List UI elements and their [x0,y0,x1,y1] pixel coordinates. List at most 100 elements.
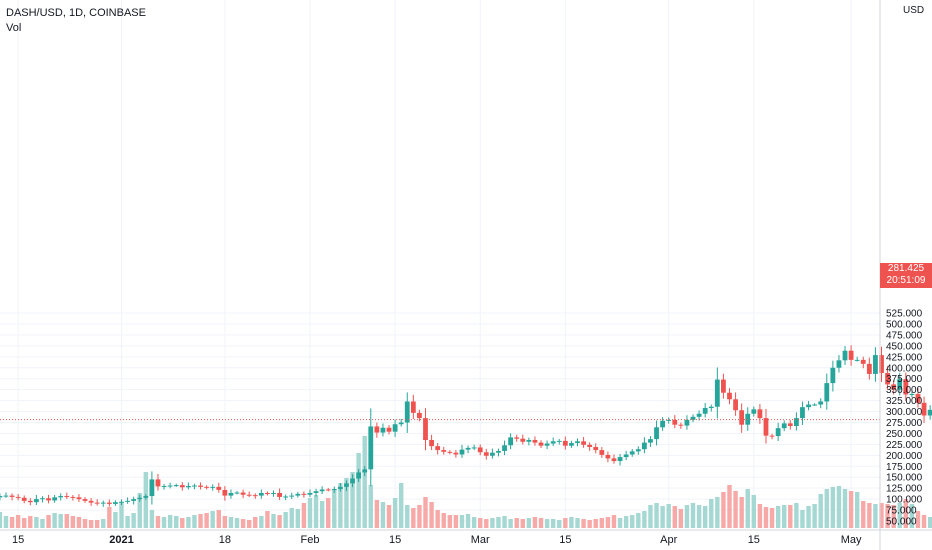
volume-bar [569,517,574,528]
volume-bar [666,504,671,528]
candle [921,402,927,416]
price-tick-label: 325.000 [886,396,923,407]
candle [593,447,599,451]
price-tick-label: 75.000 [886,506,917,517]
candle [307,492,313,495]
candle [198,485,203,487]
candle [897,379,903,390]
volume-bar [465,514,471,528]
candle [550,441,556,444]
volume-bar [350,472,355,528]
volume-bar [648,505,653,528]
volume-bar [386,505,392,528]
volume-bar [782,505,787,528]
volume-bar [101,519,106,528]
candle [587,444,593,448]
candle [666,419,672,421]
candle [763,418,769,436]
candle [532,440,538,443]
volume-bar [380,502,386,528]
time-tick-label: 18 [219,534,231,546]
candle [435,446,441,451]
volume-bar [630,515,635,528]
volume-bar [149,510,155,528]
candle [800,407,805,419]
symbol-title[interactable]: DASH/USD, 1D, COINBASE [6,7,146,19]
price-tick-label: 200.000 [886,451,923,462]
volume-bar [757,504,763,528]
candle [508,437,514,446]
price-tick-label: 375.000 [886,374,923,385]
candle [368,426,374,470]
candle [100,502,106,504]
candle [131,499,137,501]
volume-bar [295,509,301,528]
volume-bar [520,519,525,528]
volume-bar [82,519,88,528]
volume-bar [617,518,623,528]
volume-bar [332,489,337,528]
volume-bar [915,511,921,528]
candle [252,495,258,497]
candle [155,479,161,487]
volume-bar [806,506,811,528]
volume-bar [745,489,750,528]
candle [58,496,64,498]
candle [404,401,410,423]
candle [234,492,240,494]
volume-bar [514,518,519,528]
candle [885,373,890,385]
candle [319,489,325,492]
candle [678,424,684,426]
volume-bar [155,516,161,528]
candle [927,409,932,416]
time-axis[interactable]: 15202118Feb15Mar15Apr15May17Jun15 [0,529,932,546]
price-tick-label: 450.000 [886,341,923,352]
volume-bar [405,505,410,528]
volume-bar [429,502,434,528]
time-tick-label: 15 [748,534,760,546]
volume-bar [423,497,428,528]
candle [88,500,94,503]
candle [696,413,702,417]
volume-bar [636,513,641,528]
candle [514,437,520,439]
volume-bar [909,504,915,528]
volume-bar [3,516,9,528]
chart-legend: DASH/USD, 1D, COINBASE Vol [6,6,146,36]
candle [629,451,635,455]
candle [489,452,495,456]
volume-bar [672,506,677,528]
volume-bar [411,508,416,528]
candle [94,502,100,504]
volume-bar [526,518,532,528]
volume-bar [368,485,373,528]
volume-bar [40,519,45,528]
candle [733,399,738,411]
volume-bar [532,517,538,528]
price-tick-label: 100.000 [886,495,923,506]
candle [331,489,337,491]
volume-bar [222,516,228,528]
candle [611,458,617,462]
candle [143,496,149,498]
volume-bar [885,504,890,528]
volume-bar [186,517,191,528]
volume-bar [903,499,909,528]
volume-bar [113,512,118,528]
volume-bar [453,515,459,528]
price-tick-label: 225.000 [886,440,923,451]
candle [301,493,307,495]
volume-bar [277,515,282,528]
volume-bar [678,509,684,528]
volume-legend-label[interactable]: Vol [6,22,22,34]
candle [173,485,179,487]
candle [210,486,216,488]
candle [848,350,854,360]
candle [192,485,197,487]
time-tick-label: Mar [471,534,490,546]
candle [654,427,659,440]
candle [459,449,465,455]
candle [635,449,641,452]
